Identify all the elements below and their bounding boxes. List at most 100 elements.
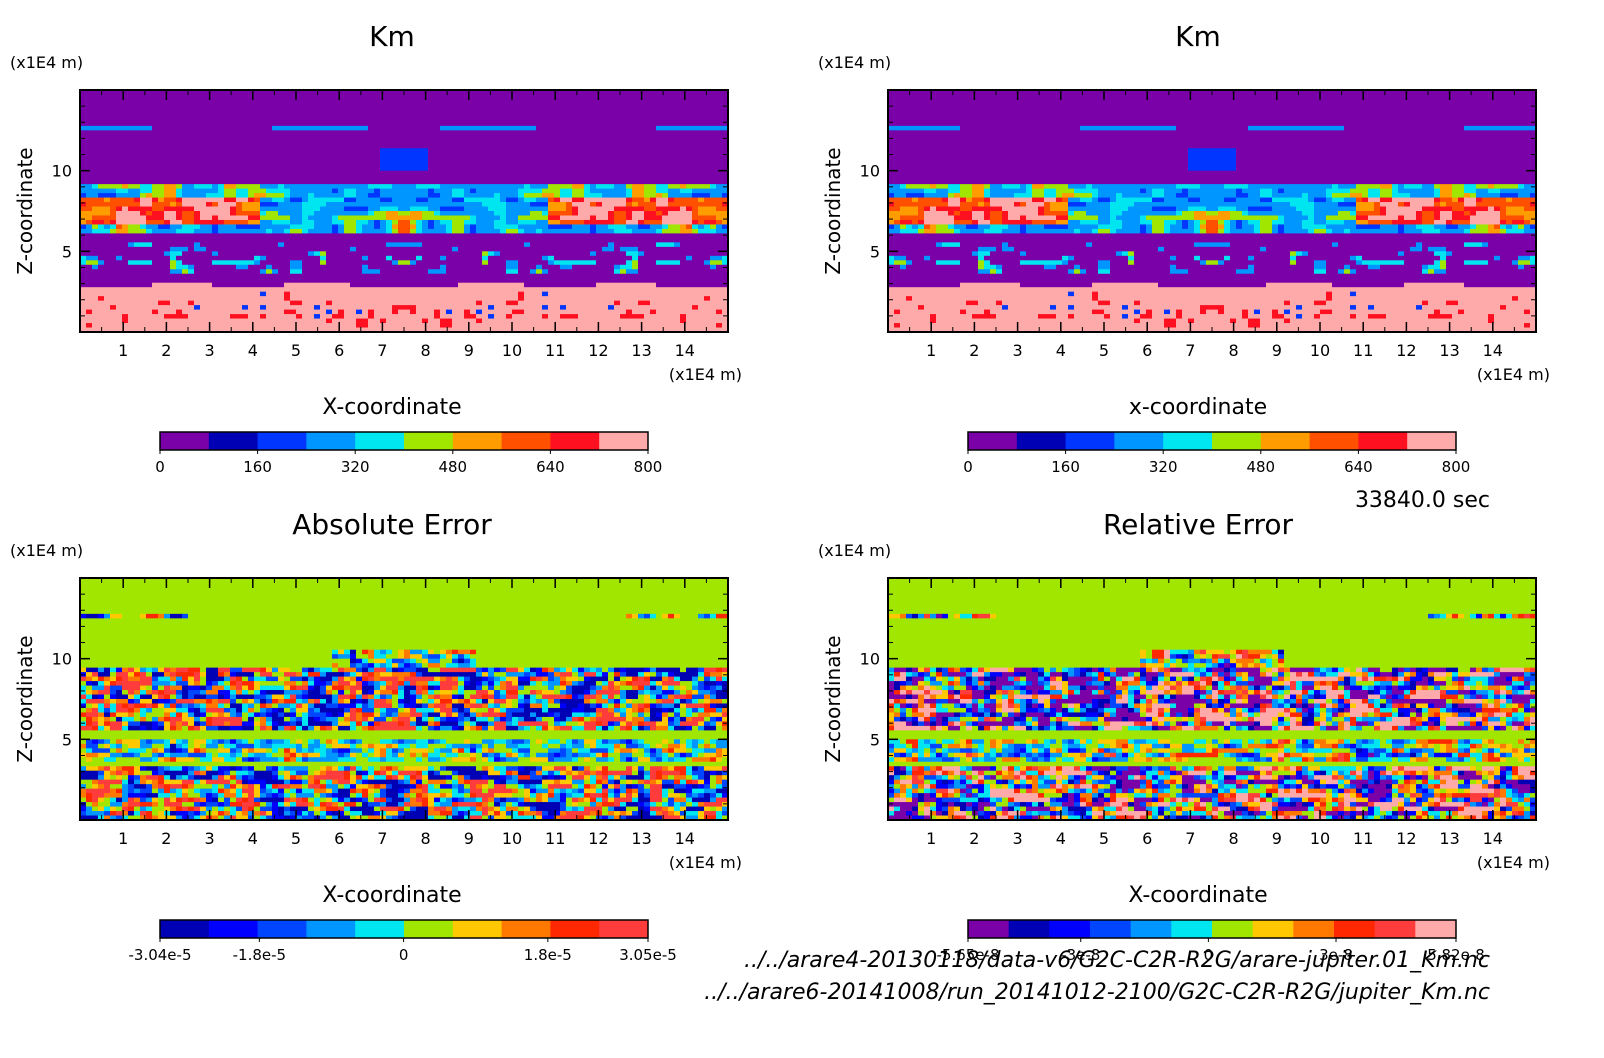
heatmap-cell: [512, 233, 519, 238]
heatmap-cell: [452, 256, 459, 261]
heatmap-cell: [176, 211, 183, 216]
heatmap-cell: [308, 166, 315, 171]
heatmap-cell: [548, 166, 555, 171]
heatmap-cell: [338, 117, 345, 122]
heatmap-cell: [278, 242, 285, 247]
heatmap-cell: [398, 126, 405, 131]
heatmap-cell: [170, 215, 177, 220]
heatmap-cell: [230, 171, 237, 176]
heatmap-cell: [116, 117, 123, 122]
heatmap-cell: [92, 135, 99, 140]
heatmap: [80, 90, 729, 333]
heatmap-cell: [542, 265, 549, 270]
heatmap-cell: [446, 94, 453, 99]
heatmap-cell: [410, 139, 417, 144]
heatmap-cell: [140, 220, 147, 225]
heatmap-cell: [452, 180, 459, 185]
heatmap-cell: [614, 242, 621, 247]
heatmap-cell: [356, 256, 363, 261]
heatmap-cell: [560, 94, 567, 99]
heatmap-cell: [368, 103, 375, 108]
heatmap-cell: [488, 189, 495, 194]
heatmap-cell: [152, 314, 159, 319]
heatmap-cell: [206, 180, 213, 185]
heatmap-cell: [404, 296, 411, 301]
heatmap-cell: [602, 193, 609, 198]
heatmap-cell: [146, 126, 153, 131]
heatmap-cell: [326, 283, 333, 288]
heatmap-cell: [476, 287, 483, 292]
heatmap-cell: [620, 184, 627, 189]
heatmap-cell: [596, 242, 603, 247]
heatmap-cell: [86, 193, 93, 198]
heatmap-cell: [236, 126, 243, 131]
heatmap-cell: [464, 233, 471, 238]
heatmap-cell: [164, 126, 171, 131]
heatmap-cell: [404, 256, 411, 261]
heatmap-cell: [104, 189, 111, 194]
heatmap-cell: [104, 103, 111, 108]
heatmap-cell: [158, 233, 165, 238]
heatmap-cell: [86, 202, 93, 207]
heatmap-cell: [368, 292, 375, 297]
heatmap-cell: [242, 198, 249, 203]
heatmap-cell: [206, 202, 213, 207]
heatmap-cell: [350, 220, 357, 225]
heatmap-cell: [506, 224, 513, 229]
heatmap-cell: [626, 314, 633, 319]
heatmap-cell: [230, 265, 237, 270]
heatmap-cell: [122, 287, 129, 292]
heatmap-cell: [116, 319, 123, 324]
heatmap-cell: [434, 211, 441, 216]
heatmap-cell: [452, 323, 459, 328]
heatmap-cell: [464, 171, 471, 176]
heatmap-cell: [236, 287, 243, 292]
heatmap-cell: [134, 319, 141, 324]
heatmap-cell: [254, 121, 261, 126]
heatmap-cell: [302, 319, 309, 324]
heatmap-cell: [146, 202, 153, 207]
heatmap-cell: [560, 207, 567, 212]
heatmap-cell: [470, 135, 477, 140]
heatmap-cell: [578, 94, 585, 99]
heatmap-cell: [308, 301, 315, 306]
heatmap-cell: [374, 247, 381, 252]
heatmap-cell: [584, 283, 591, 288]
heatmap-cell: [578, 310, 585, 315]
heatmap-cell: [626, 135, 633, 140]
heatmap-cell: [146, 153, 153, 158]
heatmap-cell: [170, 189, 177, 194]
heatmap-cell: [554, 238, 561, 243]
heatmap-cell: [374, 171, 381, 176]
heatmap-cell: [170, 269, 177, 274]
heatmap-cell: [128, 283, 135, 288]
heatmap-cell: [488, 220, 495, 225]
heatmap-cell: [398, 224, 405, 229]
heatmap-cell: [350, 323, 357, 328]
heatmap-cell: [134, 283, 141, 288]
heatmap-cell: [446, 220, 453, 225]
heatmap-cell: [512, 157, 519, 162]
heatmap-cell: [398, 171, 405, 176]
heatmap-cell: [452, 126, 459, 131]
heatmap-cell: [506, 135, 513, 140]
heatmap-cell: [320, 274, 327, 279]
heatmap-cell: [212, 157, 219, 162]
heatmap-cell: [542, 126, 549, 131]
heatmap-cell: [278, 175, 285, 180]
heatmap-cell: [302, 260, 309, 265]
heatmap-cell: [176, 175, 183, 180]
heatmap-cell: [302, 269, 309, 274]
heatmap-cell: [464, 220, 471, 225]
heatmap-cell: [356, 278, 363, 283]
heatmap-cell: [266, 251, 273, 256]
heatmap-cell: [338, 139, 345, 144]
heatmap-cell: [488, 247, 495, 252]
heatmap-cell: [542, 314, 549, 319]
heatmap-cell: [182, 220, 189, 225]
heatmap-cell: [542, 301, 549, 306]
heatmap-cell: [308, 112, 315, 117]
heatmap-cell: [620, 153, 627, 158]
heatmap-cell: [494, 157, 501, 162]
heatmap-cell: [338, 198, 345, 203]
